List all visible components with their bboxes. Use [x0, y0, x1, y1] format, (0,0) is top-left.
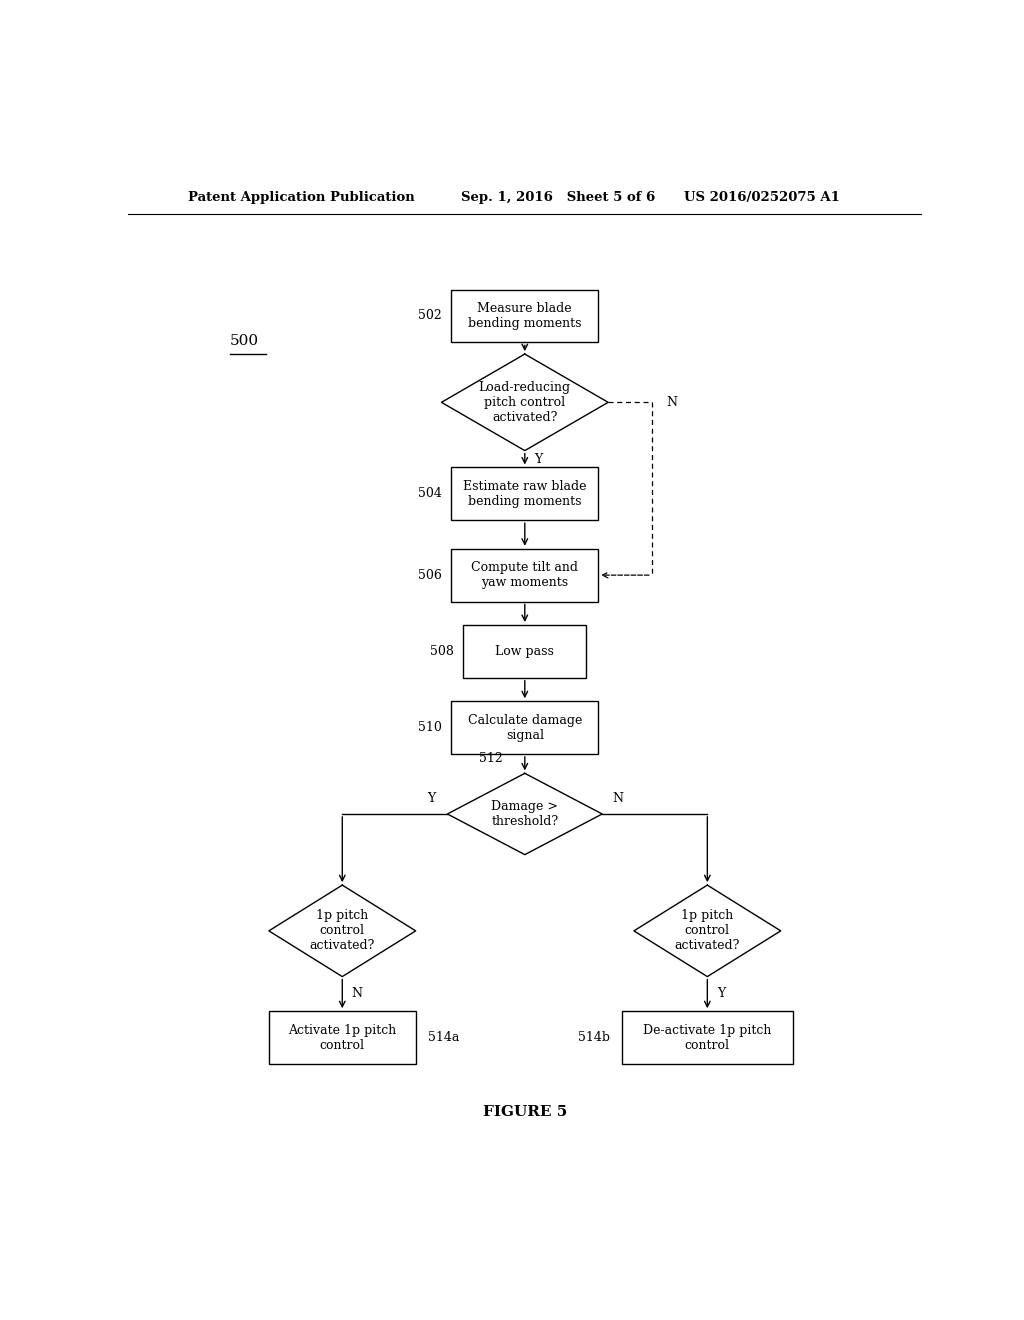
Text: FIGURE 5: FIGURE 5: [482, 1105, 567, 1119]
Text: 1p pitch
control
activated?: 1p pitch control activated?: [309, 909, 375, 952]
Text: Calculate damage
signal: Calculate damage signal: [468, 714, 582, 742]
Text: Y: Y: [535, 453, 543, 466]
Polygon shape: [269, 886, 416, 977]
Polygon shape: [634, 886, 780, 977]
FancyBboxPatch shape: [452, 467, 598, 520]
Text: De-activate 1p pitch
control: De-activate 1p pitch control: [643, 1023, 771, 1052]
FancyBboxPatch shape: [452, 289, 598, 342]
Text: Low pass: Low pass: [496, 645, 554, 657]
Text: Damage >
threshold?: Damage > threshold?: [492, 800, 558, 828]
Text: 510: 510: [418, 721, 442, 734]
Polygon shape: [447, 774, 602, 854]
Text: 508: 508: [430, 645, 454, 657]
Text: 502: 502: [418, 309, 442, 322]
Text: Patent Application Publication: Patent Application Publication: [187, 190, 415, 203]
Text: Y: Y: [717, 987, 725, 1001]
Text: Load-reducing
pitch control
activated?: Load-reducing pitch control activated?: [479, 381, 570, 424]
Text: US 2016/0252075 A1: US 2016/0252075 A1: [684, 190, 840, 203]
Text: Estimate raw blade
bending moments: Estimate raw blade bending moments: [463, 479, 587, 508]
Text: N: N: [352, 987, 362, 1001]
FancyBboxPatch shape: [622, 1011, 793, 1064]
FancyBboxPatch shape: [269, 1011, 416, 1064]
FancyBboxPatch shape: [452, 549, 598, 602]
Text: Compute tilt and
yaw moments: Compute tilt and yaw moments: [471, 561, 579, 589]
Text: N: N: [612, 792, 624, 805]
FancyBboxPatch shape: [463, 624, 587, 677]
Text: 1p pitch
control
activated?: 1p pitch control activated?: [675, 909, 740, 952]
Text: Sep. 1, 2016   Sheet 5 of 6: Sep. 1, 2016 Sheet 5 of 6: [461, 190, 655, 203]
Text: 514b: 514b: [579, 1031, 610, 1044]
Text: Measure blade
bending moments: Measure blade bending moments: [468, 302, 582, 330]
Text: 514a: 514a: [428, 1031, 459, 1044]
Text: 500: 500: [229, 334, 259, 348]
Text: Y: Y: [427, 792, 435, 805]
Text: 504: 504: [418, 487, 442, 500]
Polygon shape: [441, 354, 608, 450]
Text: Activate 1p pitch
control: Activate 1p pitch control: [288, 1023, 396, 1052]
FancyBboxPatch shape: [452, 701, 598, 754]
Text: N: N: [666, 396, 677, 409]
Text: 506: 506: [418, 569, 442, 582]
Text: 512: 512: [479, 751, 503, 764]
